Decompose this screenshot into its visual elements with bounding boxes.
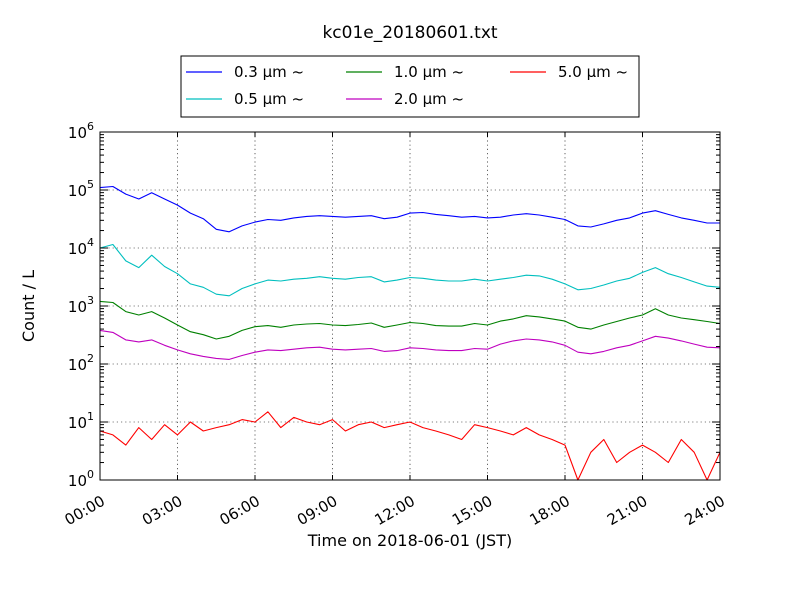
legend: 0.3 μm ~ 0.5 μm ~ 1.0 μm ~ 2.0 μm ~ 5.0 μm ~ (180, 55, 640, 118)
legend-label: 2.0 μm ~ (394, 90, 464, 108)
series-line (99, 329, 721, 360)
y-tick-label: 105 (68, 178, 94, 200)
y-tick-label: 100 (68, 468, 94, 490)
plot-series (99, 185, 721, 481)
legend-label: 1.0 μm ~ (394, 63, 464, 81)
legend-label: 0.3 μm ~ (234, 63, 304, 81)
y-tick-label: 101 (68, 410, 94, 432)
series-line (99, 185, 720, 233)
x-axis-label: Time on 2018-06-01 (JST) (307, 531, 512, 550)
y-tick-label: 104 (68, 236, 94, 258)
y-tick-label: 106 (68, 120, 94, 142)
chart-title: kc01e_20180601.txt (322, 23, 497, 43)
y-tick-label: 102 (68, 352, 94, 374)
series-line (99, 243, 721, 297)
series-line (99, 300, 721, 340)
y-axis-label: Count / L (19, 270, 38, 342)
legend-label: 0.5 μm ~ (234, 90, 304, 108)
legend-label: 5.0 μm ~ (558, 63, 628, 81)
legend-box (180, 55, 640, 118)
series-line (99, 411, 721, 481)
y-tick-label: 103 (68, 294, 94, 316)
